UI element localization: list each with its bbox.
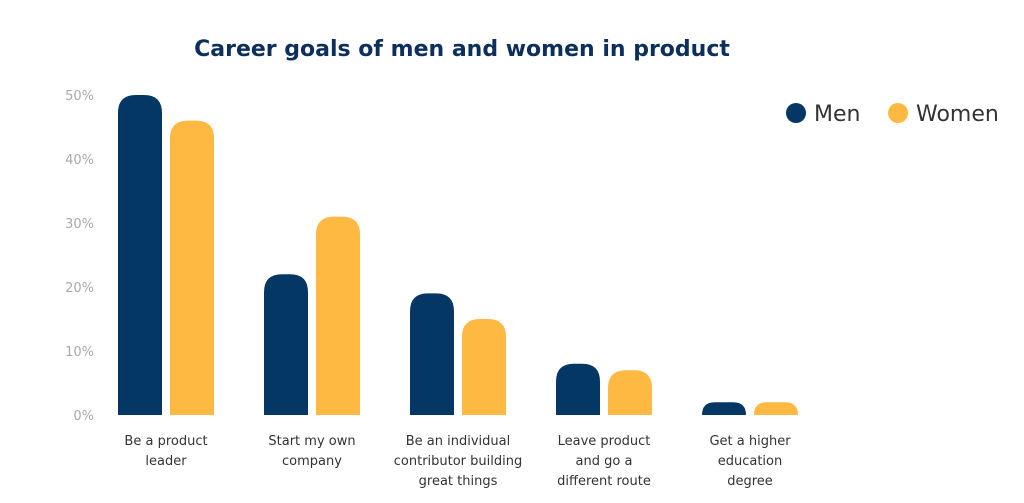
x-tick-label: Start my own: [268, 434, 355, 449]
y-tick-label: 40%: [65, 153, 94, 168]
x-tick-label: great things: [419, 474, 498, 489]
legend-label-women: Women: [916, 102, 999, 127]
x-tick-label: education: [718, 454, 783, 469]
y-tick-label: 20%: [65, 281, 94, 296]
y-tick-label: 0%: [73, 409, 94, 424]
bar-men: [264, 274, 308, 415]
bar-women: [316, 216, 360, 415]
bar-men: [556, 363, 600, 415]
y-tick-label: 30%: [65, 217, 94, 232]
x-tick-label: Leave product: [558, 434, 651, 449]
bar-women: [462, 319, 506, 415]
x-tick-label: degree: [727, 474, 773, 489]
x-tick-label: different route: [557, 474, 651, 489]
legend-marker-women: [888, 103, 908, 123]
bar-women: [754, 402, 798, 415]
x-tick-label: company: [282, 454, 342, 469]
x-tick-label: Get a higher: [709, 434, 791, 449]
legend-marker-men: [786, 103, 806, 123]
bar-men: [410, 293, 454, 415]
y-tick-label: 50%: [65, 89, 94, 104]
x-tick-label: Be an individual: [406, 434, 510, 449]
bar-men: [118, 95, 162, 415]
bar-women: [608, 370, 652, 415]
x-tick-label: and go a: [576, 454, 633, 469]
y-tick-label: 10%: [65, 345, 94, 360]
x-tick-label: Be a product: [124, 434, 207, 449]
bar-women: [170, 120, 214, 415]
bar-men: [702, 402, 746, 415]
chart-title: Career goals of men and women in product: [194, 37, 730, 62]
x-tick-label: contributor building: [394, 454, 522, 469]
legend-label-men: Men: [814, 102, 860, 127]
x-tick-label: leader: [145, 454, 187, 469]
